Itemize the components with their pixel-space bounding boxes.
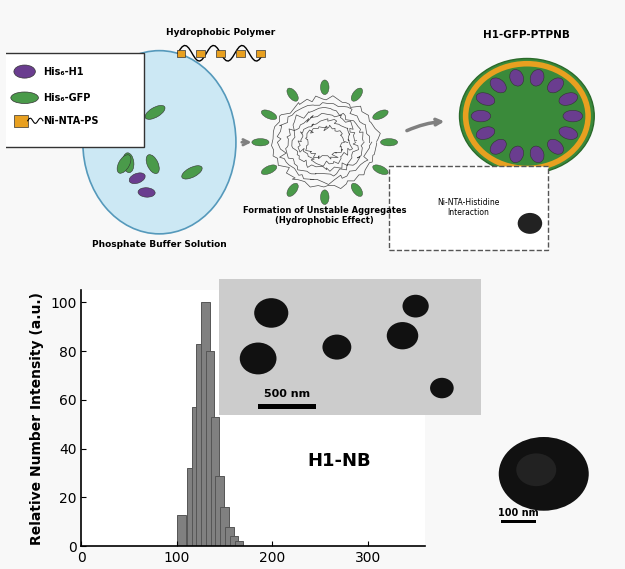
Bar (236, 50, 245, 57)
Ellipse shape (145, 105, 165, 119)
Bar (201, 302, 209, 546)
Text: Phosphate Buffer Solution: Phosphate Buffer Solution (92, 240, 227, 249)
Circle shape (322, 335, 351, 360)
Circle shape (387, 322, 418, 349)
Bar (258, 405, 316, 409)
Bar (234, 541, 243, 546)
Ellipse shape (490, 78, 506, 93)
Bar (191, 407, 200, 546)
Ellipse shape (559, 93, 578, 105)
Ellipse shape (122, 153, 134, 172)
Bar (176, 50, 185, 57)
Ellipse shape (476, 127, 495, 139)
Circle shape (516, 453, 556, 486)
Ellipse shape (510, 69, 524, 86)
Bar (501, 520, 536, 523)
Ellipse shape (381, 139, 398, 146)
Ellipse shape (111, 89, 125, 101)
FancyBboxPatch shape (389, 166, 548, 250)
Ellipse shape (510, 146, 524, 163)
Ellipse shape (321, 80, 329, 94)
Bar (216, 50, 225, 57)
Text: 100 nm: 100 nm (499, 508, 539, 518)
FancyBboxPatch shape (3, 53, 144, 147)
Ellipse shape (82, 51, 236, 234)
Ellipse shape (548, 139, 564, 154)
Ellipse shape (530, 146, 544, 163)
Bar (256, 50, 265, 57)
Bar (211, 417, 219, 546)
Ellipse shape (129, 173, 145, 184)
Text: His₆-H1: His₆-H1 (43, 67, 84, 77)
Circle shape (430, 378, 454, 398)
Ellipse shape (548, 78, 564, 93)
Ellipse shape (117, 155, 131, 174)
Text: H1-GFP-PTPNB: H1-GFP-PTPNB (484, 30, 571, 40)
Text: His₆-GFP: His₆-GFP (43, 93, 91, 103)
Ellipse shape (287, 88, 298, 101)
Ellipse shape (321, 190, 329, 204)
Ellipse shape (559, 127, 578, 139)
Ellipse shape (530, 69, 544, 86)
Ellipse shape (372, 165, 388, 175)
Text: Hydrophobic Polymer: Hydrophobic Polymer (166, 28, 275, 37)
Circle shape (240, 343, 276, 374)
Text: Formation of Unstable Aggregates
(Hydrophobic Effect): Formation of Unstable Aggregates (Hydrop… (243, 206, 406, 225)
Ellipse shape (563, 110, 582, 122)
Ellipse shape (459, 59, 594, 174)
Ellipse shape (146, 155, 159, 174)
Text: Ni-NTA-Histidine
Interaction: Ni-NTA-Histidine Interaction (438, 198, 500, 217)
Ellipse shape (138, 188, 155, 197)
Ellipse shape (351, 183, 362, 196)
Bar (196, 344, 205, 546)
Ellipse shape (85, 97, 97, 111)
Ellipse shape (476, 93, 495, 105)
Ellipse shape (14, 65, 36, 78)
Ellipse shape (490, 139, 506, 154)
Ellipse shape (11, 92, 38, 104)
Ellipse shape (471, 110, 491, 122)
Circle shape (499, 437, 589, 511)
Bar (230, 537, 238, 546)
Ellipse shape (351, 88, 362, 101)
Ellipse shape (261, 110, 277, 119)
Bar (196, 50, 205, 57)
Bar (14, 115, 28, 126)
Circle shape (402, 295, 429, 318)
Bar (177, 514, 186, 546)
Bar (187, 468, 196, 546)
Y-axis label: Relative Number Intensity (a.u.): Relative Number Intensity (a.u.) (31, 292, 44, 545)
Ellipse shape (252, 139, 269, 146)
Ellipse shape (182, 166, 203, 179)
Bar (220, 507, 229, 546)
Circle shape (518, 213, 542, 234)
Text: 500 nm: 500 nm (264, 389, 310, 399)
Ellipse shape (287, 183, 298, 196)
Ellipse shape (261, 165, 277, 175)
Ellipse shape (372, 110, 388, 119)
Bar (225, 527, 234, 546)
Text: H1-NB: H1-NB (308, 452, 371, 470)
Text: Ni-NTA-PS: Ni-NTA-PS (43, 116, 99, 126)
Circle shape (254, 298, 288, 328)
Bar (216, 476, 224, 546)
Bar (206, 351, 214, 546)
